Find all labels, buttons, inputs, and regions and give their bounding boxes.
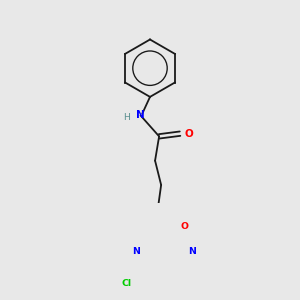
Text: Cl: Cl xyxy=(122,279,132,288)
Text: O: O xyxy=(181,222,188,231)
Text: O: O xyxy=(184,129,193,139)
Text: N: N xyxy=(136,110,145,120)
Text: N: N xyxy=(132,247,140,256)
Text: N: N xyxy=(188,247,196,256)
Text: H: H xyxy=(123,112,130,122)
